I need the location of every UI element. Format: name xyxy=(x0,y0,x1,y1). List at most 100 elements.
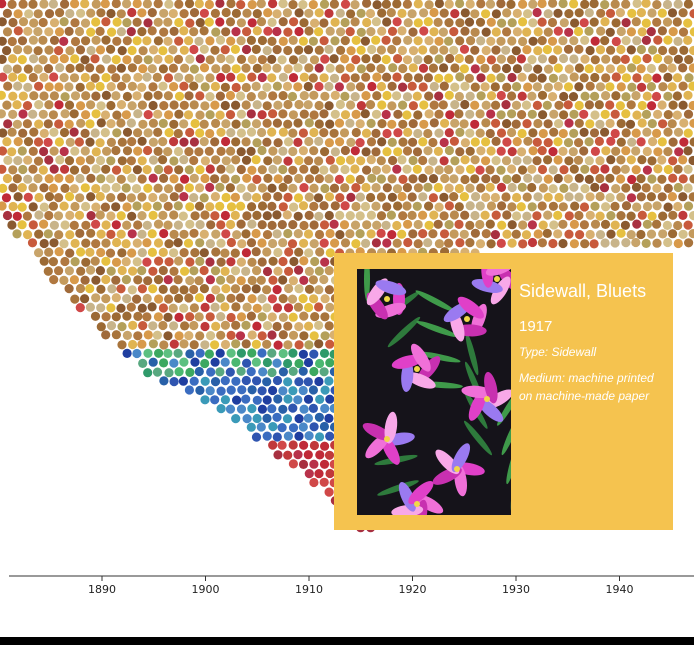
data-point[interactable] xyxy=(621,73,632,83)
data-point[interactable] xyxy=(225,17,236,27)
data-point[interactable] xyxy=(616,174,626,184)
data-point[interactable] xyxy=(423,182,433,192)
data-point[interactable] xyxy=(117,46,127,56)
data-point[interactable] xyxy=(174,36,184,46)
data-point[interactable] xyxy=(683,90,693,100)
data-point[interactable] xyxy=(386,8,396,18)
data-point[interactable] xyxy=(376,45,386,55)
data-point[interactable] xyxy=(59,127,70,138)
data-point[interactable] xyxy=(605,193,615,203)
data-point[interactable] xyxy=(439,211,449,221)
data-point[interactable] xyxy=(55,8,65,18)
data-point[interactable] xyxy=(65,192,75,202)
data-point[interactable] xyxy=(247,18,257,28)
data-point[interactable] xyxy=(626,211,636,221)
data-point[interactable] xyxy=(303,229,314,239)
data-point[interactable] xyxy=(48,257,59,267)
data-point[interactable] xyxy=(423,238,433,248)
data-point[interactable] xyxy=(663,72,673,82)
data-point[interactable] xyxy=(230,192,240,202)
data-point[interactable] xyxy=(611,36,621,47)
data-point[interactable] xyxy=(673,0,683,9)
data-point[interactable] xyxy=(637,82,647,92)
data-point[interactable] xyxy=(200,376,210,386)
data-point[interactable] xyxy=(169,321,179,331)
data-point[interactable] xyxy=(8,201,18,212)
data-point[interactable] xyxy=(247,275,257,286)
data-point[interactable] xyxy=(418,63,429,73)
data-point[interactable] xyxy=(277,440,287,450)
data-point[interactable] xyxy=(137,211,147,221)
data-point[interactable] xyxy=(200,156,210,166)
data-point[interactable] xyxy=(122,202,132,212)
data-point[interactable] xyxy=(309,477,319,488)
data-point[interactable] xyxy=(512,27,523,37)
data-point[interactable] xyxy=(511,211,522,221)
data-point[interactable] xyxy=(298,0,308,10)
data-point[interactable] xyxy=(471,192,481,202)
data-point[interactable] xyxy=(657,155,667,165)
data-point[interactable] xyxy=(65,248,75,258)
data-point[interactable] xyxy=(679,137,689,147)
data-point[interactable] xyxy=(122,164,132,175)
data-point[interactable] xyxy=(402,146,413,156)
data-point[interactable] xyxy=(303,450,313,460)
data-point[interactable] xyxy=(678,100,688,110)
data-point[interactable] xyxy=(652,0,662,10)
data-point[interactable] xyxy=(584,100,595,110)
data-point[interactable] xyxy=(512,156,522,166)
data-point[interactable] xyxy=(382,202,392,212)
data-point[interactable] xyxy=(199,44,209,54)
data-point[interactable] xyxy=(606,45,616,55)
data-point[interactable] xyxy=(589,128,600,138)
data-point[interactable] xyxy=(54,137,64,147)
data-point[interactable] xyxy=(200,101,210,111)
data-point[interactable] xyxy=(298,385,308,396)
data-point[interactable] xyxy=(226,385,236,395)
data-point[interactable] xyxy=(2,64,13,74)
data-point[interactable] xyxy=(621,183,631,193)
data-point[interactable] xyxy=(455,238,465,248)
data-point[interactable] xyxy=(0,146,8,156)
data-point[interactable] xyxy=(611,72,621,82)
data-point[interactable] xyxy=(0,183,8,193)
data-point[interactable] xyxy=(299,440,309,450)
data-point[interactable] xyxy=(564,192,574,202)
data-point[interactable] xyxy=(470,64,480,74)
data-point[interactable] xyxy=(27,238,38,248)
data-point[interactable] xyxy=(174,293,184,303)
data-point[interactable] xyxy=(303,100,313,110)
data-point[interactable] xyxy=(335,210,345,220)
data-point[interactable] xyxy=(106,156,116,166)
data-point[interactable] xyxy=(403,18,413,28)
data-point[interactable] xyxy=(418,155,428,166)
data-point[interactable] xyxy=(76,101,86,111)
data-point[interactable] xyxy=(511,119,521,129)
data-point[interactable] xyxy=(294,156,304,166)
data-point[interactable] xyxy=(0,54,7,64)
data-point[interactable] xyxy=(237,239,247,249)
data-point[interactable] xyxy=(0,17,7,27)
data-point[interactable] xyxy=(142,36,152,46)
data-point[interactable] xyxy=(502,119,512,129)
data-point[interactable] xyxy=(211,118,221,128)
data-point[interactable] xyxy=(361,238,371,248)
data-point[interactable] xyxy=(268,0,278,9)
data-point[interactable] xyxy=(319,109,329,119)
data-point[interactable] xyxy=(49,54,59,64)
data-point[interactable] xyxy=(407,9,417,19)
data-point[interactable] xyxy=(195,331,205,341)
data-point[interactable] xyxy=(241,155,252,165)
data-point[interactable] xyxy=(101,90,111,100)
data-point[interactable] xyxy=(48,0,58,9)
data-point[interactable] xyxy=(267,36,277,47)
data-point[interactable] xyxy=(641,238,651,248)
data-point[interactable] xyxy=(205,293,215,303)
data-point[interactable] xyxy=(65,230,75,240)
data-point[interactable] xyxy=(616,44,626,55)
data-point[interactable] xyxy=(158,247,168,257)
data-point[interactable] xyxy=(17,36,28,46)
data-point[interactable] xyxy=(507,220,517,230)
data-point[interactable] xyxy=(491,136,501,146)
data-point[interactable] xyxy=(537,146,547,156)
